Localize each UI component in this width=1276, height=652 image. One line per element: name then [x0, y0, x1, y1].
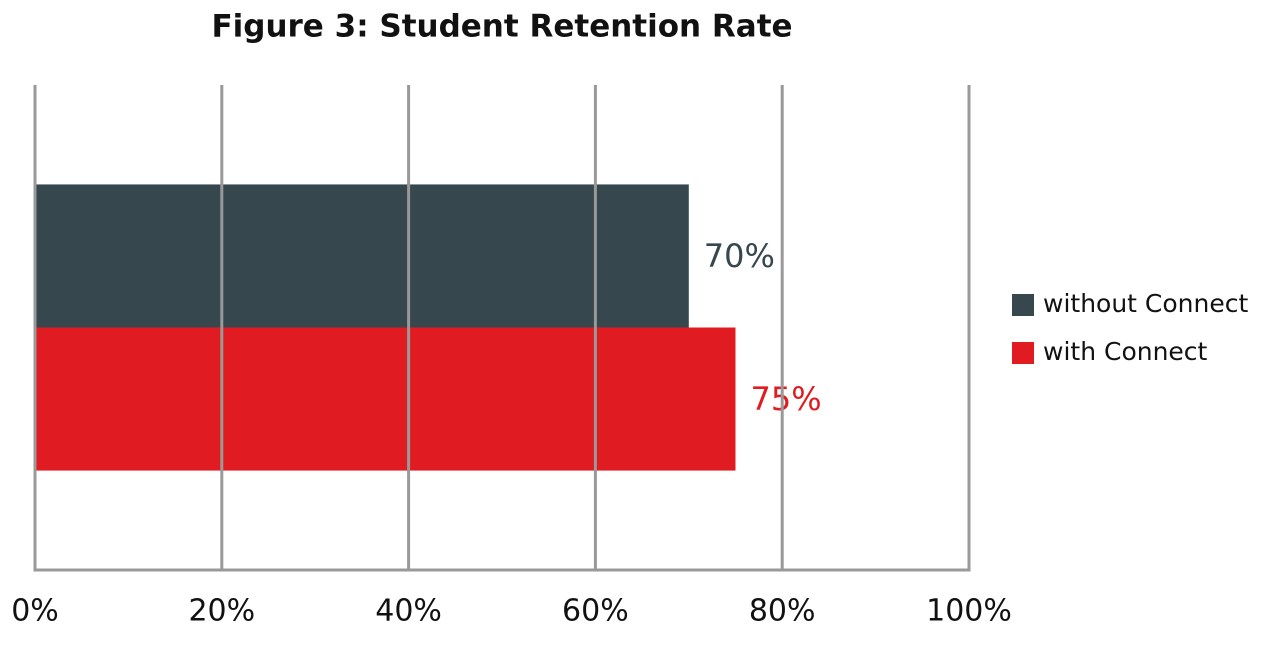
- x-tick-label: 0%: [11, 594, 59, 629]
- x-tick-label: 100%: [926, 594, 1012, 629]
- value-label: 70%: [704, 237, 775, 275]
- chart-title: Figure 3: Student Retention Rate: [211, 9, 792, 45]
- legend-label: without Connect: [1043, 289, 1248, 318]
- bar: [35, 184, 689, 328]
- x-tick-label: 20%: [188, 594, 255, 629]
- x-tick-label: 40%: [375, 594, 442, 629]
- x-tick-label: 80%: [749, 594, 816, 629]
- legend-swatch: [1012, 342, 1034, 364]
- x-tick-label: 60%: [562, 594, 629, 629]
- bar: [35, 327, 736, 471]
- value-label: 75%: [751, 380, 822, 418]
- legend-swatch: [1012, 294, 1034, 316]
- legend-label: with Connect: [1043, 337, 1208, 366]
